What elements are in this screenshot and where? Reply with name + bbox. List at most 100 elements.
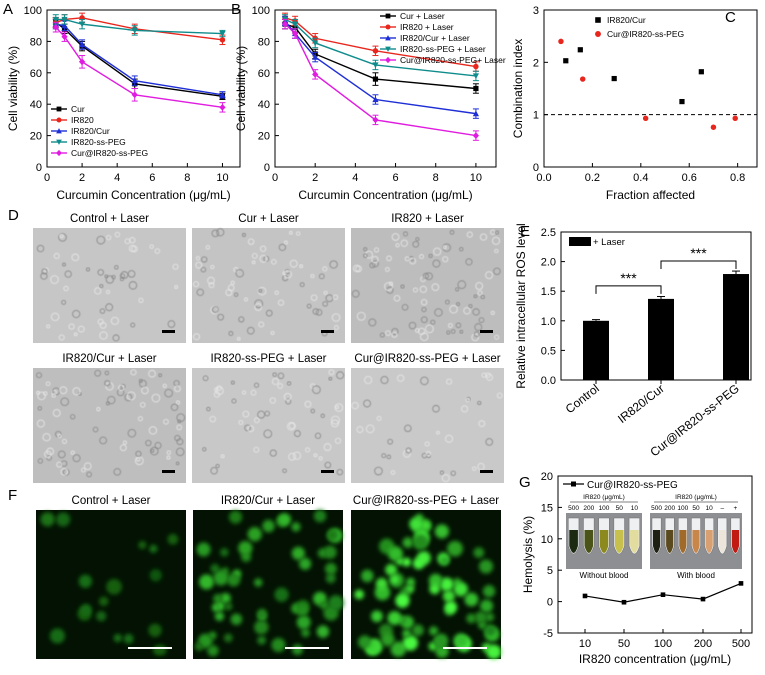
- fluorescent-cell: [271, 637, 286, 653]
- fluorescent-cell: [385, 563, 397, 576]
- x-tick-label: 50: [618, 638, 630, 650]
- fluorescent-cell: [412, 534, 429, 551]
- cell: [277, 299, 285, 306]
- legend-marker: [385, 56, 391, 64]
- cell: [477, 400, 482, 406]
- fluorescent-cell: [80, 604, 92, 616]
- image-caption: Cur@IR820-ss-PEG + Laser: [353, 495, 499, 507]
- cell: [269, 449, 277, 457]
- fluorescent-cell: [409, 517, 423, 531]
- inset-tube-liquid: [666, 530, 674, 553]
- cell: [333, 325, 339, 331]
- cell: [130, 369, 137, 376]
- cell: [138, 297, 144, 303]
- cell: [56, 461, 63, 468]
- cell: [425, 324, 434, 334]
- y-tick-label: 1.5: [541, 286, 556, 298]
- inset-tube-liquid: [614, 530, 624, 553]
- cell: [450, 470, 456, 476]
- cell: [238, 420, 244, 425]
- cell: [206, 406, 211, 412]
- cell: [158, 373, 163, 378]
- cell: [425, 451, 432, 457]
- significance-bracket: [660, 260, 737, 270]
- data-point: [472, 132, 480, 139]
- significance-bracket: [595, 285, 662, 294]
- legend-marker: [385, 24, 391, 30]
- data-point: [732, 115, 738, 122]
- inset-caption: With blood: [677, 571, 715, 580]
- x-tick-label: 100: [654, 638, 672, 650]
- cell: [494, 230, 500, 235]
- x-tick-label: Control: [563, 381, 602, 416]
- fluorescent-cell: [207, 645, 219, 657]
- cell: [385, 330, 391, 336]
- inset-tube-liquid: [731, 530, 740, 553]
- fluorescent-cell: [78, 574, 93, 588]
- cell: [418, 327, 426, 335]
- cell: [432, 404, 440, 413]
- fluorescent-cell: [316, 625, 330, 638]
- x-tick-label: 0: [272, 172, 278, 184]
- cell: [332, 294, 339, 300]
- cell: [325, 294, 334, 303]
- cell: [424, 441, 430, 447]
- cell: [99, 436, 107, 445]
- plot-frame: [543, 9, 758, 168]
- cell: [63, 285, 69, 292]
- data-point: [710, 124, 717, 130]
- fluorescent-cell: [98, 596, 109, 607]
- cell: [391, 328, 399, 336]
- cell: [148, 426, 158, 435]
- cell: [371, 260, 379, 268]
- cell: [250, 389, 257, 396]
- cell: [42, 433, 51, 442]
- fluorescent-cell: [387, 611, 402, 626]
- cell: [58, 233, 67, 242]
- cell: [128, 244, 137, 253]
- cell: [196, 288, 204, 297]
- cell: [397, 374, 405, 382]
- cell: [259, 255, 268, 263]
- x-tick-label: 0.8: [730, 172, 745, 184]
- y-tick-label: 1.0: [541, 316, 556, 328]
- cell: [278, 243, 286, 251]
- cell: [149, 244, 154, 249]
- fluorescent-cell: [214, 611, 225, 622]
- cell: [385, 267, 390, 272]
- cell: [58, 334, 65, 341]
- cell: [104, 380, 111, 387]
- cell: [72, 309, 81, 319]
- cell: [175, 461, 180, 466]
- cell: [92, 426, 99, 433]
- cell: [175, 447, 185, 457]
- cell: [119, 444, 127, 452]
- cell: [73, 332, 78, 337]
- legend-label: IR820-ss-PEG + Laser: [400, 44, 486, 54]
- cell: [401, 303, 409, 311]
- legend-marker: [56, 106, 62, 112]
- cell: [388, 281, 393, 286]
- data-point: [558, 38, 564, 45]
- fluorescent-cell: [262, 519, 275, 533]
- legend-label: IR820 + Laser: [400, 22, 454, 32]
- fluorescent-cell: [434, 524, 449, 539]
- legend-label: Cur + Laser: [400, 11, 445, 21]
- cell: [138, 378, 143, 383]
- cell: [299, 282, 305, 288]
- cell: [59, 233, 64, 239]
- cell: [44, 450, 52, 458]
- legend-label: IR820/Cur + Laser: [400, 33, 470, 43]
- cell: [209, 415, 216, 423]
- cell: [384, 282, 393, 291]
- cell: [120, 383, 126, 389]
- cell: [202, 447, 207, 452]
- cell: [137, 416, 143, 422]
- cell: [110, 316, 119, 325]
- cell: [242, 410, 250, 418]
- legend-marker: [385, 13, 391, 19]
- cell: [94, 369, 102, 377]
- cell: [330, 419, 339, 428]
- cell: [86, 471, 92, 478]
- cell: [426, 453, 431, 459]
